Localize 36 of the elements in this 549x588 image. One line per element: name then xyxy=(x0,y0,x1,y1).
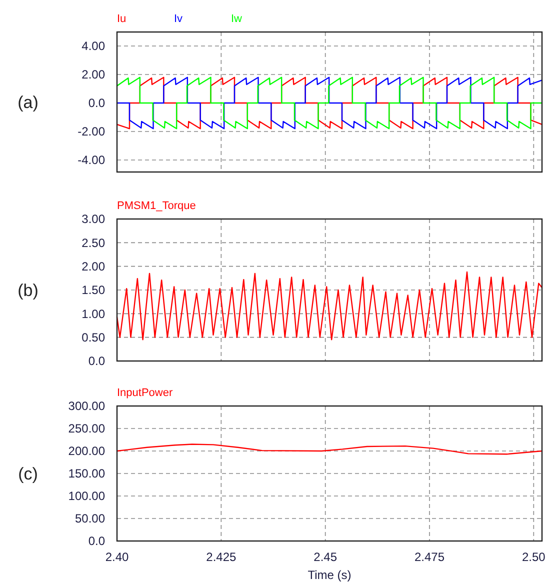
line-series xyxy=(116,76,543,130)
x-tick-label: 2.40 xyxy=(105,550,129,564)
y-tick-label: 50.00 xyxy=(74,512,106,526)
line-series xyxy=(116,271,543,340)
y-tick-label: 150.00 xyxy=(68,466,106,481)
y-tick-label: 1.00 xyxy=(82,306,106,321)
y-tick-label: 100.00 xyxy=(68,489,106,504)
x-tick-label: 2.50 xyxy=(522,550,546,564)
y-tick-label: 2.50 xyxy=(82,236,106,250)
text: Iw xyxy=(231,13,242,25)
y-tick-label: 2.00 xyxy=(82,68,106,82)
y-tick-label: 4.00 xyxy=(82,39,106,54)
text: (a) xyxy=(18,92,38,112)
y-tick-label: 2.00 xyxy=(82,260,106,274)
y-tick-label: 3.00 xyxy=(82,212,106,226)
text: (c) xyxy=(18,464,38,484)
y-tick-label: 250.00 xyxy=(68,422,106,436)
y-tick-label: -2.00 xyxy=(78,124,106,139)
text: PMSM1_Torque xyxy=(117,200,196,212)
y-tick-label: 0.50 xyxy=(82,330,106,345)
x-tick-label: 2.425 xyxy=(206,550,237,564)
y-tick-label: 300.00 xyxy=(68,399,106,414)
y-tick-label: 0.0 xyxy=(88,534,106,548)
y-tick-label: -4.00 xyxy=(78,153,106,168)
text: Iv xyxy=(174,13,184,25)
y-tick-label: 0.0 xyxy=(88,354,106,368)
x-tick-label: 2.45 xyxy=(314,550,338,564)
x-axis-title: Time (s) xyxy=(308,568,352,582)
line-series xyxy=(116,444,543,455)
y-tick-label: 0.0 xyxy=(88,96,106,110)
text: InputPower xyxy=(117,387,173,399)
y-tick-label: 1.50 xyxy=(82,283,106,298)
y-tick-label: 200.00 xyxy=(68,444,106,458)
x-tick-label: 2.475 xyxy=(414,550,445,564)
text: Iu xyxy=(117,13,126,25)
text: (b) xyxy=(18,280,38,300)
